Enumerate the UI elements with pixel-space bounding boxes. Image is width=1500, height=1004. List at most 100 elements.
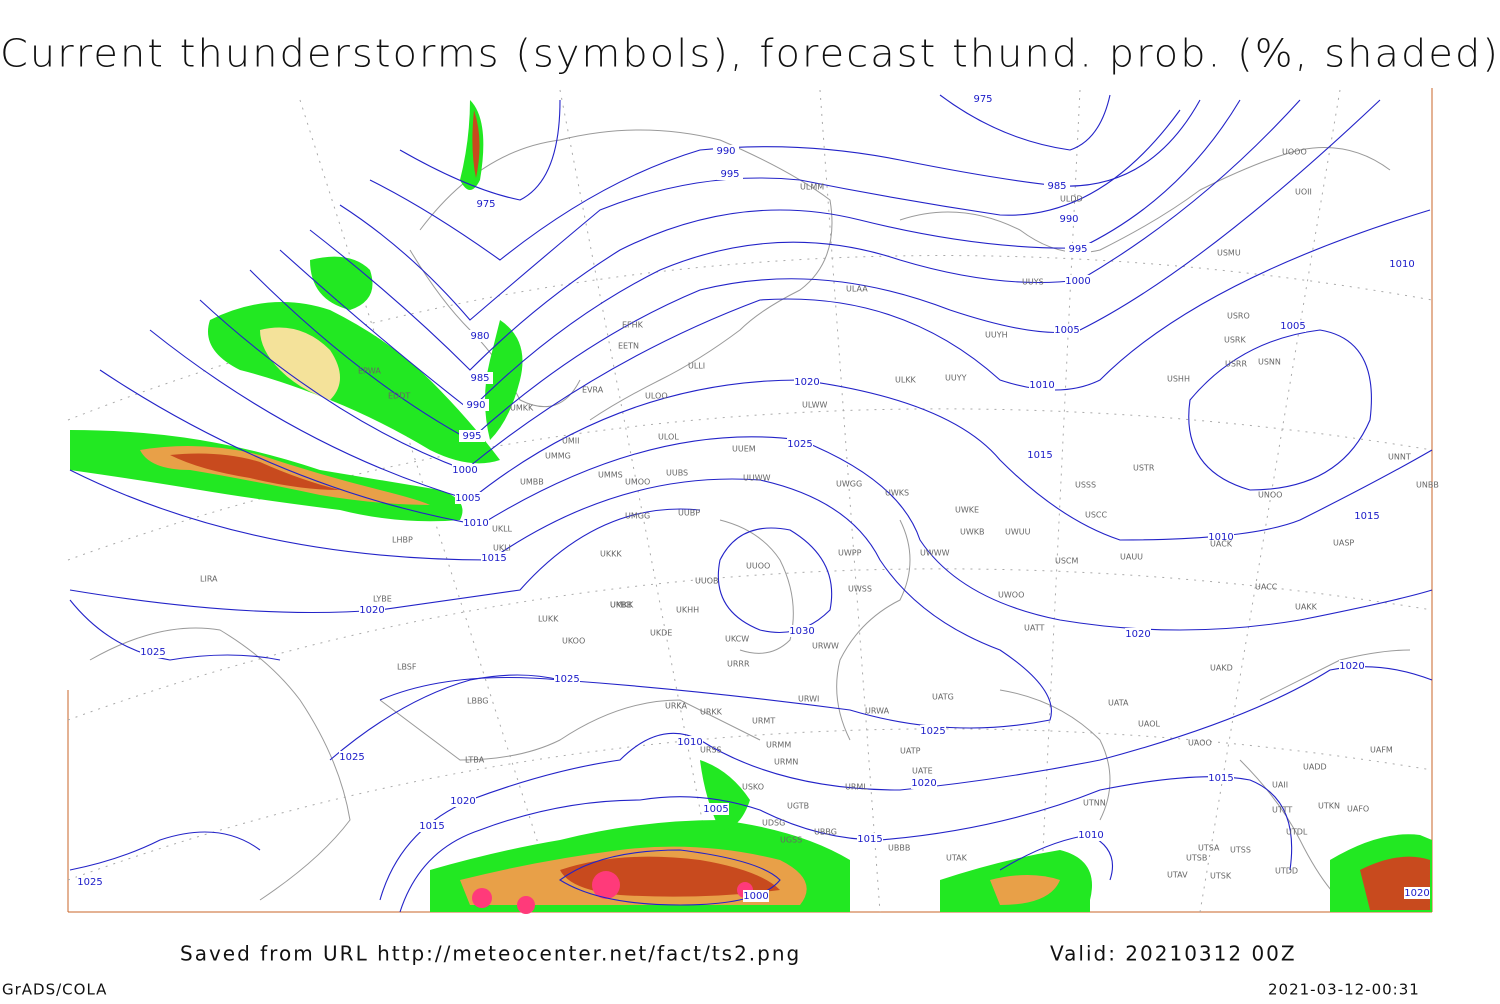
station-code: UKDE [650,629,672,638]
station-code: USRK [1224,336,1246,345]
station-code: UTKN [1318,802,1340,811]
isobar-label: 995 [462,431,481,442]
station-code: LBSF [397,663,417,672]
station-code: EDDT [388,392,410,401]
isobar-label-bg [450,795,476,807]
station-code: UWPP [838,549,862,558]
station-code: UUWW [743,474,771,483]
station-code: UWSS [848,585,872,594]
station-code: UWKE [955,506,979,515]
station-code: UTSA [1198,844,1220,853]
station-code: URMN [774,758,798,767]
station-code: UMOO [625,478,650,487]
station-code: UGTB [787,802,809,811]
isobar-label-bg [703,803,729,815]
station-code: LHBP [392,536,413,545]
station-code: URWI [798,695,819,704]
isobar-label-bg [455,492,481,504]
isobar-label: 1015 [857,834,882,845]
station-code: URKK [700,708,723,717]
station-code: UTDD [1275,867,1298,876]
station-code: UNOO [1258,491,1282,500]
isobar-label: 1005 [455,493,480,504]
station-code: UUYH [985,331,1008,340]
isobar-label: 1020 [1125,629,1150,640]
isobar-label: 1010 [463,518,488,529]
station-code: UOII [1295,188,1312,197]
isobar-label-bg [452,464,478,476]
isobar-label-bg [1065,275,1091,287]
station-code: URSS [700,746,722,755]
station-code: UKLL [492,525,513,534]
station-code: URKA [665,702,688,711]
station-code: UMMS [598,471,623,480]
isobar-label-bg [970,93,996,105]
station-code: USCC [1085,511,1108,520]
isobar-label-bg [1404,887,1430,899]
station-code: UAOL [1138,720,1160,729]
station-code: USTR [1133,464,1155,473]
station-code: URMT [752,717,775,726]
station-code: ULMM [800,183,824,192]
station-code: UWOO [998,591,1024,600]
station-code: UAFO [1347,805,1369,814]
isobar-label-bg [554,673,580,685]
station-code: EFHK [622,321,644,330]
isobar-label-bg [789,625,815,637]
isobar-label: 1025 [920,726,945,737]
station-code: USCM [1055,557,1079,566]
isobar-label: 1025 [140,647,165,658]
station-code: EVRA [582,386,604,395]
station-code: UMII [562,437,579,446]
source-url: Saved from URL http://meteocenter.net/fa… [180,942,801,966]
station-code: LTBA [465,756,485,765]
isobar-label: 1010 [1208,532,1233,543]
isobar-label-bg [794,376,820,388]
station-code: UTAV [1167,871,1188,880]
station-code: UATA [1108,699,1129,708]
isobar-label-bg [713,145,739,157]
station-code: UKLI [493,544,511,553]
isobar-label: 975 [973,94,992,105]
station-code: UTSB [1186,854,1207,863]
station-code: UAKD [1210,664,1233,673]
station-code: URMM [766,741,791,750]
isobar-label: 990 [716,146,735,157]
station-code: UWWW [920,549,950,558]
station-code: ULOO [645,392,668,401]
isobar-label: 1010 [1029,380,1054,391]
station-code: UTTT [1272,806,1292,815]
station-code: USSS [1075,481,1096,490]
isobar-label-bg [473,198,499,210]
isobar-label-bg [339,751,365,763]
station-code: URRR [727,660,750,669]
isobar-label-bg [1078,829,1104,841]
station-code: USNN [1258,358,1281,367]
isobar-label-bg [467,330,493,342]
isobar-label-bg [920,725,946,737]
isobar-label-bg [787,438,813,450]
isobar-label: 1000 [1065,276,1090,287]
station-code: UUBS [666,469,688,478]
station-code: EETN [618,342,639,351]
thunderstorm-shading [70,100,1432,912]
station-code: UUEM [732,445,756,454]
isobar-label: 985 [1047,181,1066,192]
isobar-label-bg [1389,258,1415,270]
isobar-label-bg [743,890,769,902]
station-code: UKCW [725,635,749,644]
station-code: LBBG [467,697,489,706]
isobar-label: 1025 [554,674,579,685]
isobar-label: 1005 [1280,321,1305,332]
isobar-label: 1015 [1208,773,1233,784]
station-code: ULLI [688,362,705,371]
isobar-label: 980 [470,331,489,342]
isobar-label-bg [77,876,103,888]
isobar-label: 1020 [1404,888,1429,899]
isobar-label: 995 [720,169,739,180]
station-code: UTAK [946,854,968,863]
isobar-label: 1020 [1339,661,1364,672]
station-code: UAFM [1370,746,1393,755]
isobar-label-bg [459,430,485,442]
